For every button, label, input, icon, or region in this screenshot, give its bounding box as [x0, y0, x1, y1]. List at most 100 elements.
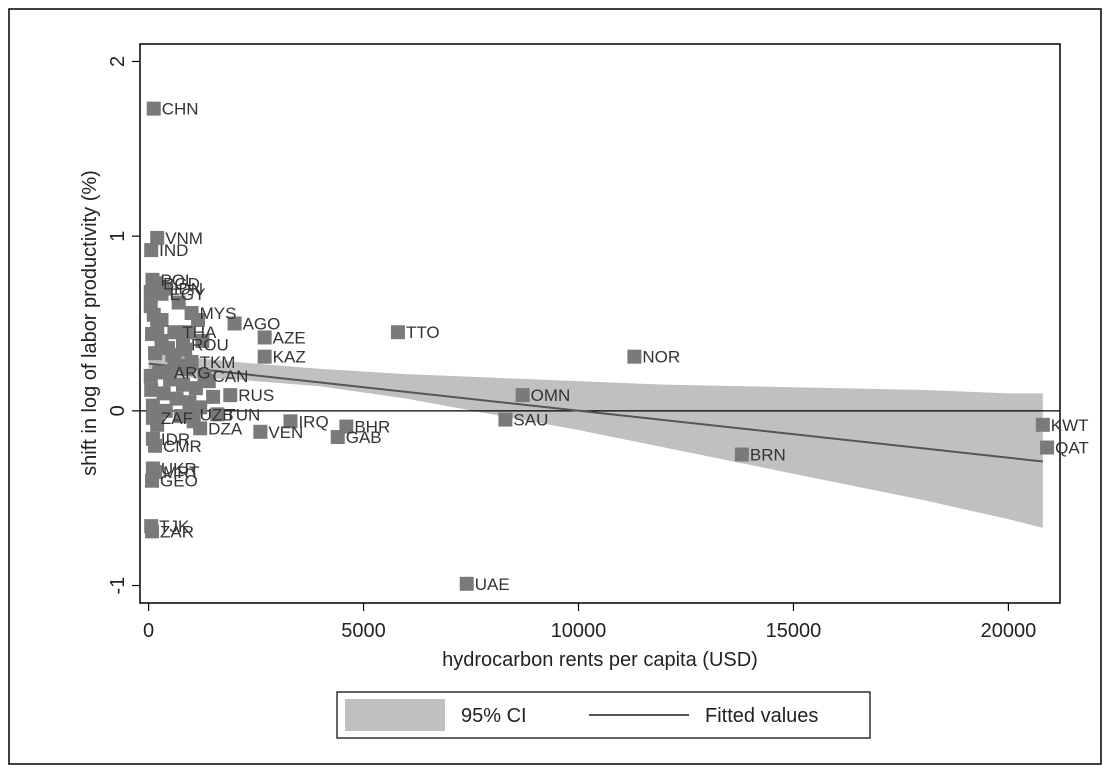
point-label-qat: QAT — [1055, 439, 1089, 458]
data-point-ven — [253, 424, 268, 439]
data-point-zar — [145, 524, 160, 539]
point-label-tun: TUN — [225, 405, 260, 424]
data-point-aze — [257, 330, 272, 345]
point-label-omn: OMN — [531, 386, 571, 405]
point-label-tkm: TKM — [200, 353, 236, 372]
axes-layer: 0 5000 10000 15000 20000 -1 0 1 2 — [107, 56, 1036, 642]
data-point-unlabeled-19 — [145, 398, 160, 413]
data-point-nor — [627, 349, 642, 364]
data-point-tha — [167, 325, 182, 340]
y-axis-title: shift in log of labor productivity (%) — [79, 170, 101, 476]
data-point-unlabeled-13 — [188, 381, 203, 396]
point-label-kwt: KWT — [1051, 416, 1089, 435]
y-tick-label--1: -1 — [107, 577, 129, 595]
data-point-unlabeled-34 — [180, 325, 195, 340]
fitted-line-layer — [148, 362, 1043, 463]
data-point-unlabeled-17 — [182, 395, 197, 410]
point-label-dza: DZA — [208, 419, 243, 438]
data-point-uae — [459, 576, 474, 591]
x-axis-title: hydrocarbon rents per capita (USD) — [442, 649, 758, 671]
point-label-rou: ROU — [191, 335, 229, 354]
legend: 95% CI Fitted values — [336, 691, 871, 739]
point-label-zaf: ZAF — [161, 409, 193, 428]
point-label-ukr: UKR — [161, 459, 197, 478]
data-point-kaz — [257, 349, 272, 364]
point-label-pol: POL — [160, 271, 194, 290]
x-tick-label-5000: 5000 — [341, 620, 386, 642]
point-label-rus: RUS — [238, 386, 274, 405]
data-point-tkm — [184, 354, 199, 369]
point-label-uae: UAE — [475, 575, 510, 594]
data-point-uzb — [184, 407, 199, 422]
data-point-gab — [330, 430, 345, 445]
point-label-ago: AGO — [243, 315, 281, 334]
point-label-bhr: BHR — [354, 418, 390, 437]
x-tick-label-20000: 20000 — [981, 620, 1037, 642]
data-point-vnm — [150, 230, 165, 245]
point-label-gab: GAB — [346, 428, 382, 447]
point-label-irq: IRQ — [298, 412, 328, 431]
data-point-unlabeled-6 — [148, 346, 163, 361]
point-label-geo: GEO — [160, 472, 198, 491]
point-label-cmr: CMR — [163, 437, 202, 456]
ci-band-layer — [148, 353, 1043, 528]
point-label-aze: AZE — [273, 328, 306, 347]
legend-ci-swatch — [345, 699, 445, 731]
data-point-unlabeled-30 — [206, 389, 221, 404]
data-point-unlabeled-31 — [143, 368, 158, 383]
data-point-unlabeled-28 — [171, 295, 186, 310]
legend-fit-label: Fitted values — [705, 705, 818, 727]
point-label-zar: ZAR — [160, 522, 194, 541]
point-label-bgd: BGD — [163, 274, 200, 293]
y-tick-label-0: 0 — [107, 405, 129, 416]
data-point-ago — [227, 316, 242, 331]
x-tick-label-10000: 10000 — [551, 620, 607, 642]
data-point-arg — [158, 365, 173, 380]
x-tick-label-0: 0 — [143, 620, 154, 642]
data-point-chn — [146, 101, 161, 116]
data-point-dza — [193, 421, 208, 436]
data-point-unlabeled-27 — [154, 313, 169, 328]
point-label-egy: EGY — [169, 285, 205, 304]
point-label-tjk: TJK — [159, 517, 190, 536]
y-tick-label-2: 2 — [107, 56, 129, 67]
data-point-brn — [734, 447, 749, 462]
ci-band — [148, 353, 1043, 528]
data-point-irq — [283, 414, 298, 429]
point-label-sau: SAU — [513, 411, 548, 430]
point-label-chn: CHN — [162, 100, 199, 119]
point-label-tha: THA — [182, 323, 217, 342]
points-layer — [143, 101, 1055, 591]
data-point-tto — [390, 325, 405, 340]
data-point-cmr — [148, 438, 163, 453]
point-label-kaz: KAZ — [273, 348, 306, 367]
point-label-ind: IND — [159, 241, 188, 260]
fitted-line — [148, 362, 1043, 463]
plot-area — [139, 43, 1061, 604]
data-point-can — [197, 368, 212, 383]
data-point-zaf — [145, 410, 160, 425]
point-label-tto: TTO — [406, 323, 440, 342]
data-point-tun — [210, 407, 225, 422]
data-point-rus — [223, 388, 238, 403]
y-tick-label-1: 1 — [107, 231, 129, 242]
point-label-mrt: MRT — [163, 463, 200, 482]
point-label-idr: IDR — [161, 430, 190, 449]
data-point-sau — [498, 412, 513, 427]
data-point-mys — [184, 306, 199, 321]
point-label-vnm: VNM — [165, 229, 203, 248]
point-label-mys: MYS — [200, 304, 237, 323]
point-label-ven: VEN — [268, 423, 303, 442]
data-point-rou — [175, 337, 190, 352]
data-point-unlabeled-21 — [173, 409, 188, 424]
legend-ci-label: 95% CI — [461, 705, 527, 727]
point-label-idn: IDN — [174, 280, 203, 299]
data-point-unlabeled-12 — [175, 377, 190, 392]
data-point-unlabeled-15 — [156, 386, 171, 401]
data-point-omn — [515, 388, 530, 403]
point-label-nor: NOR — [642, 348, 680, 367]
x-tick-label-15000: 15000 — [766, 620, 822, 642]
point-label-brn: BRN — [750, 446, 786, 465]
data-point-egy — [154, 286, 169, 301]
